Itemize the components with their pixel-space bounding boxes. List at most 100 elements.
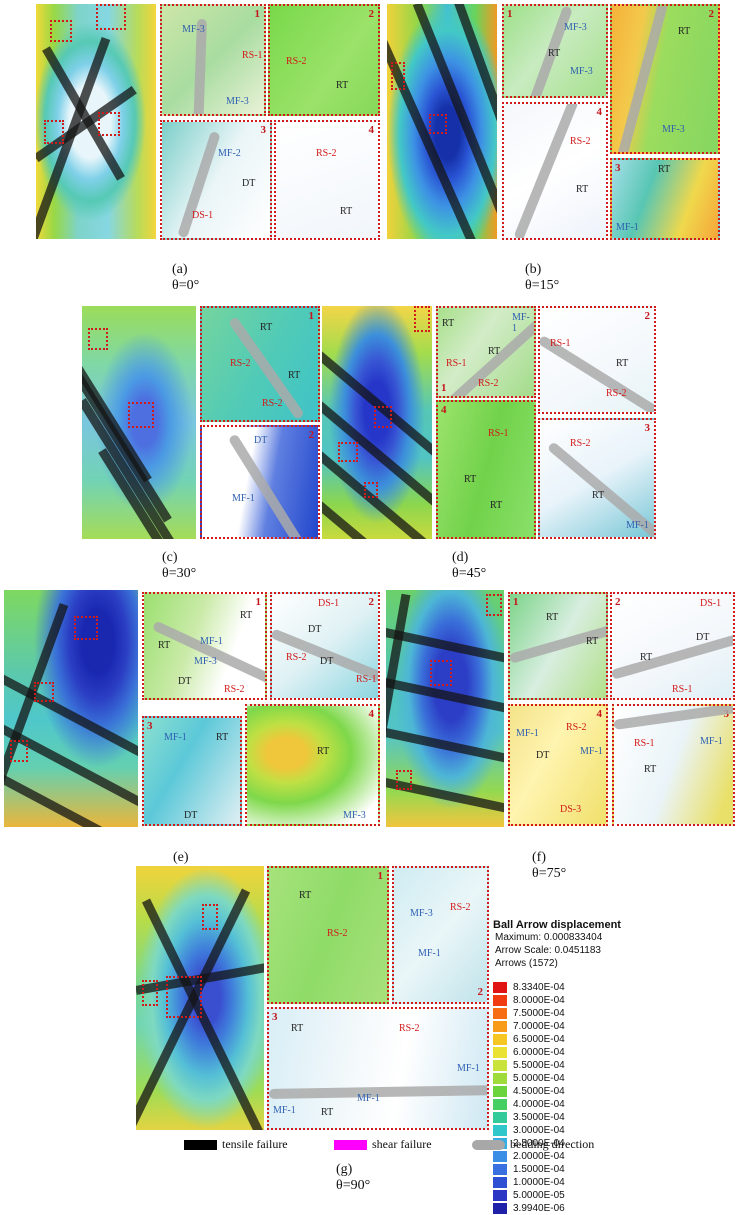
scale-value: 6.5000E-04 (513, 1034, 565, 1045)
scale-value: 7.0000E-04 (513, 1021, 565, 1032)
scale-value: 2.0000E-04 (513, 1151, 565, 1162)
label-mf1: MF-1 (357, 1093, 380, 1104)
label-rs2: RS-2 (286, 56, 307, 67)
scale-swatch (493, 995, 507, 1006)
scale-row: 3.9940E-06 (493, 1202, 565, 1215)
scale-swatch (493, 1021, 507, 1032)
label-rt: RT (644, 764, 657, 775)
label-rt: RT (299, 890, 312, 901)
panel-c-zoom-2: 2 DT MF-1 (200, 425, 320, 539)
zoom-number: 1 (513, 596, 519, 608)
scale-row: 6.5000E-04 (493, 1033, 565, 1046)
scale-row: 6.0000E-04 (493, 1046, 565, 1059)
label-rs2: RS-2 (570, 136, 591, 147)
panel-f-zoom-1: 1 RT RT (508, 592, 608, 700)
failure-key: tensile failure shear failure bedding di… (0, 1137, 738, 1153)
label-mf3: MF-3 (410, 908, 433, 919)
panel-b-zoom-3: 3 RT MF-1 (610, 158, 720, 240)
label-ds1: DS-1 (700, 598, 722, 609)
label-mf1: MF-1 (700, 736, 723, 747)
panel-b-zoom-2: 2 RT MF-3 (610, 4, 720, 154)
label-rs2: RS-2 (478, 378, 499, 389)
scale-row: 2.0000E-04 (493, 1150, 565, 1163)
label-rs1: RS-1 (446, 358, 467, 369)
label-rt: RT (640, 652, 653, 663)
panel-f-zoom-2: 2 DS-1 DT RT RS-1 (610, 592, 735, 700)
legend: Ball Arrow displacement Maximum: 0.00083… (493, 919, 663, 970)
zoom-number: 3 (260, 124, 267, 136)
label-rs2: RS-2 (327, 928, 348, 939)
scale-value: 4.0000E-04 (513, 1099, 565, 1110)
scale-swatch (493, 1151, 507, 1162)
label-rs1: RS-1 (550, 338, 571, 349)
zoom-number: 4 (596, 708, 603, 720)
scale-row: 7.0000E-04 (493, 1020, 565, 1033)
label-rs1: RS-1 (672, 684, 693, 695)
label-rs2: RS-2 (606, 388, 627, 399)
key-bedding-swatch (472, 1139, 505, 1150)
label-mf1: MF-1 (616, 222, 639, 233)
label-dt: DT (308, 624, 322, 635)
scale-value: 8.3340E-04 (513, 982, 565, 993)
zoom-number: 2 (308, 429, 315, 441)
panel-a-zoom-1: 1 MF-3 RS-1 MF-3 (160, 4, 266, 116)
scale-swatch (493, 1203, 507, 1214)
scale-swatch (493, 982, 507, 993)
legend-arrow-count: Arrows (1572) (495, 958, 558, 969)
label-mf3: MF-3 (662, 124, 685, 135)
scale-row: 8.3340E-04 (493, 981, 565, 994)
key-shear-label: shear failure (372, 1137, 432, 1151)
panel-g-zoom-3: 3 RT RS-2 MF-1 MF-1 MF-1 RT (267, 1007, 489, 1130)
label-rt: RT (442, 318, 455, 329)
panel-b-zoom-1: 1 MF-3 RT MF-3 (502, 4, 608, 98)
scale-row: 8.0000E-04 (493, 994, 565, 1007)
zoom-number: 2 (708, 8, 715, 20)
zoom-number: 1 (377, 870, 384, 882)
scale-row: 5.0000E-04 (493, 1072, 565, 1085)
caption-g: (g) θ=90° (336, 1162, 371, 1193)
panel-f-zoom-3: 3 RS-1 RT MF-1 (612, 704, 735, 826)
panel-g-main-image (136, 866, 264, 1130)
label-mf1: MF-1 (232, 493, 255, 504)
scale-value: 4.5000E-04 (513, 1086, 565, 1097)
scale-value: 3.0000E-04 (513, 1125, 565, 1136)
label-mf3: MF-3 (343, 810, 366, 821)
caption-d: (d) θ=45° (452, 550, 487, 581)
label-rs2: RS-2 (224, 684, 245, 695)
label-ds1: DS-1 (318, 598, 340, 609)
legend-title: Ball Arrow displacement (493, 919, 621, 931)
label-mf1: MF-1 (457, 1063, 480, 1074)
label-rs2: RS-2 (399, 1023, 420, 1034)
label-dt: DT (696, 632, 710, 643)
label-rs2: RS-2 (570, 438, 591, 449)
panel-d-zoom-3: 3 RS-2 RT MF-1 (538, 418, 656, 539)
panel-a-zoom-3: 3 MF-2 DT DS-1 (160, 120, 272, 240)
zoom-number: 1 (308, 310, 315, 322)
label-ds1: DS-1 (192, 210, 214, 221)
panel-e-zoom-2: 2 DS-1 DT RS-2 DT RS-1 (270, 592, 380, 700)
panel-a-main-image (36, 4, 156, 239)
legend-maximum: Maximum: 0.000833404 (495, 932, 603, 943)
panel-d-zoom-2: 2 RS-1 RT RS-2 (538, 306, 656, 414)
scale-swatch (493, 1008, 507, 1019)
label-mf3: MF-3 (182, 24, 205, 35)
panel-g-zoom-1: 1 RT RS-2 (267, 866, 389, 1004)
label-dt: DT (254, 435, 268, 446)
scale-value: 5.0000E-04 (513, 1073, 565, 1084)
panel-a-zoom-2: 2 RS-2 RT (268, 4, 380, 116)
label-rt: RT (291, 1023, 304, 1034)
legend-arrow-scale: Arrow Scale: 0.0451183 (495, 945, 601, 956)
panel-f-zoom-4: 4 MF-1 RS-2 DT MF-1 DS-3 (508, 704, 608, 826)
label-mf1: MF-1 (418, 948, 441, 959)
label-mf3: MF-3 (226, 96, 249, 107)
caption-b: (b) θ=15° (525, 262, 560, 293)
zoom-number: 3 (272, 1011, 278, 1023)
panel-d-zoom-4: 4 RS-1 RT RT (436, 400, 536, 539)
label-rt: RT (336, 80, 349, 91)
label-rt: RT (488, 346, 501, 357)
key-bedding-label: bedding direction (510, 1137, 595, 1151)
panel-b-zoom-4: 4 RS-2 RT (502, 102, 608, 240)
zoom-number: 2 (615, 596, 621, 608)
label-mf1: MF-1 (200, 636, 223, 647)
scale-swatch (493, 1034, 507, 1045)
